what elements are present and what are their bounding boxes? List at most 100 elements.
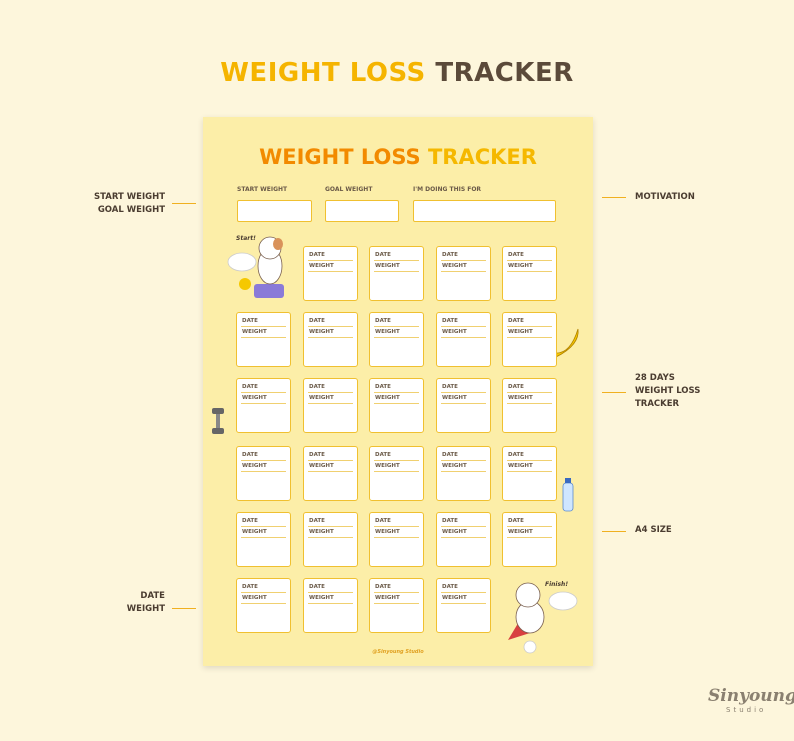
field-label: START WEIGHT — [237, 186, 288, 193]
weight-label: WEIGHT — [242, 595, 267, 601]
date-label: DATE — [442, 318, 458, 324]
date-line — [241, 326, 286, 327]
date-label: DATE — [309, 318, 325, 324]
date-label: DATE — [375, 452, 391, 458]
day-cell: DATE WEIGHT — [303, 446, 358, 501]
arrow — [172, 203, 196, 204]
date-label: DATE — [375, 384, 391, 390]
weight-line — [308, 403, 353, 404]
date-label: DATE — [375, 252, 391, 258]
date-label: DATE — [508, 318, 524, 324]
weight-line — [507, 403, 552, 404]
date-label: DATE — [442, 584, 458, 590]
date-label: DATE — [508, 252, 524, 258]
start-bubble: Start! — [236, 235, 256, 242]
weight-label: WEIGHT — [309, 395, 334, 401]
arrow — [172, 608, 196, 609]
weight-line — [441, 471, 486, 472]
day-cell: DATE WEIGHT — [436, 312, 491, 367]
weight-line — [507, 271, 552, 272]
side-label: DATE WEIGHT — [126, 591, 165, 614]
date-label: DATE — [375, 584, 391, 590]
date-label: DATE — [309, 584, 325, 590]
day-cell: DATE WEIGHT — [303, 512, 358, 567]
date-label: DATE — [309, 452, 325, 458]
weight-line — [308, 603, 353, 604]
day-cell: DATE WEIGHT — [369, 246, 424, 301]
day-cell: DATE WEIGHT — [502, 378, 557, 433]
day-cell: DATE WEIGHT — [502, 246, 557, 301]
date-line — [308, 260, 353, 261]
weight-label: WEIGHT — [242, 395, 267, 401]
weight-label: WEIGHT — [375, 463, 400, 469]
date-label: DATE — [442, 518, 458, 524]
weight-line — [507, 537, 552, 538]
weight-line — [308, 271, 353, 272]
day-cell: DATE WEIGHT — [369, 312, 424, 367]
weight-label: WEIGHT — [375, 529, 400, 535]
side-label: A4 SIZE — [635, 525, 672, 535]
title-part: TRACKER — [427, 145, 537, 169]
weight-line — [374, 603, 419, 604]
arrow — [602, 392, 626, 393]
date-line — [441, 260, 486, 261]
date-line — [241, 392, 286, 393]
day-cell: DATE WEIGHT — [303, 246, 358, 301]
day-cell: DATE WEIGHT — [236, 446, 291, 501]
date-label: DATE — [508, 384, 524, 390]
side-label: MOTIVATION — [635, 192, 695, 202]
dumbbell-icon — [212, 408, 224, 434]
date-label: DATE — [442, 452, 458, 458]
date-line — [507, 326, 552, 327]
day-cell: DATE WEIGHT — [436, 578, 491, 633]
weight-line — [374, 403, 419, 404]
date-label: DATE — [309, 518, 325, 524]
date-label: DATE — [242, 318, 258, 324]
field-label: GOAL WEIGHT — [325, 186, 373, 193]
title-part: WEIGHT LOSS — [259, 145, 421, 169]
weight-label: WEIGHT — [309, 263, 334, 269]
weight-label: WEIGHT — [309, 463, 334, 469]
date-line — [374, 326, 419, 327]
weight-line — [241, 337, 286, 338]
weight-line — [241, 537, 286, 538]
date-line — [374, 592, 419, 593]
weight-label: WEIGHT — [242, 463, 267, 469]
date-line — [241, 526, 286, 527]
date-label: DATE — [508, 452, 524, 458]
day-cell: DATE WEIGHT — [236, 512, 291, 567]
weight-label: WEIGHT — [442, 595, 467, 601]
date-line — [374, 260, 419, 261]
date-label: DATE — [508, 518, 524, 524]
weight-label: WEIGHT — [375, 329, 400, 335]
date-line — [308, 592, 353, 593]
weight-label: WEIGHT — [442, 395, 467, 401]
date-line — [507, 526, 552, 527]
date-label: DATE — [375, 518, 391, 524]
brand-name: Sinyoung — [708, 686, 794, 706]
date-label: DATE — [242, 384, 258, 390]
date-label: DATE — [309, 384, 325, 390]
weight-label: WEIGHT — [309, 329, 334, 335]
date-line — [441, 326, 486, 327]
weight-line — [441, 337, 486, 338]
weight-label: WEIGHT — [508, 395, 533, 401]
sheet-title: WEIGHT LOSS TRACKER — [203, 145, 593, 169]
day-cell: DATE WEIGHT — [436, 446, 491, 501]
weight-label: WEIGHT — [442, 463, 467, 469]
weight-line — [441, 603, 486, 604]
bottle-icon — [562, 478, 574, 512]
field-box — [325, 200, 399, 222]
day-cell: DATE WEIGHT — [502, 312, 557, 367]
weight-line — [374, 271, 419, 272]
weight-line — [441, 271, 486, 272]
brand-sub: Studio — [726, 706, 767, 714]
side-label: START WEIGHT GOAL WEIGHT — [94, 192, 165, 215]
weight-label: WEIGHT — [508, 529, 533, 535]
weight-label: WEIGHT — [508, 463, 533, 469]
day-cell: DATE WEIGHT — [236, 312, 291, 367]
day-cell: DATE WEIGHT — [369, 446, 424, 501]
date-line — [507, 392, 552, 393]
weight-line — [441, 403, 486, 404]
